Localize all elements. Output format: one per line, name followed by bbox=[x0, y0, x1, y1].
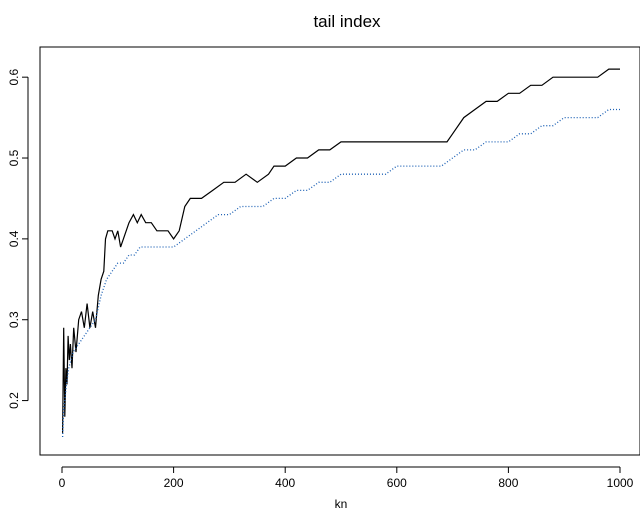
y-tick-label: 0.4 bbox=[7, 230, 21, 247]
y-axis: 0.2 0.3 0.4 0.5 0.6 bbox=[7, 69, 29, 409]
x-tick-label: 200 bbox=[164, 476, 184, 490]
y-tick-label: 0.6 bbox=[7, 69, 21, 86]
y-tick-label: 0.5 bbox=[7, 149, 21, 166]
x-axis-label: kn bbox=[335, 497, 348, 511]
series-line-solid bbox=[62, 68, 620, 433]
series-layer bbox=[61, 68, 620, 438]
series-line-dotted bbox=[61, 108, 620, 438]
y-tick-label: 0.3 bbox=[7, 311, 21, 328]
plot-frame bbox=[39, 46, 640, 456]
x-tick-label: 600 bbox=[387, 476, 407, 490]
y-tick-label: 0.2 bbox=[7, 392, 21, 409]
x-tick-label: 0 bbox=[59, 476, 66, 490]
x-axis: 0 200 400 600 800 1000 bbox=[59, 466, 634, 490]
x-tick-label: 400 bbox=[275, 476, 295, 490]
chart-title: tail index bbox=[313, 12, 381, 31]
x-tick-label: 800 bbox=[498, 476, 518, 490]
x-tick-label: 1000 bbox=[607, 476, 634, 490]
